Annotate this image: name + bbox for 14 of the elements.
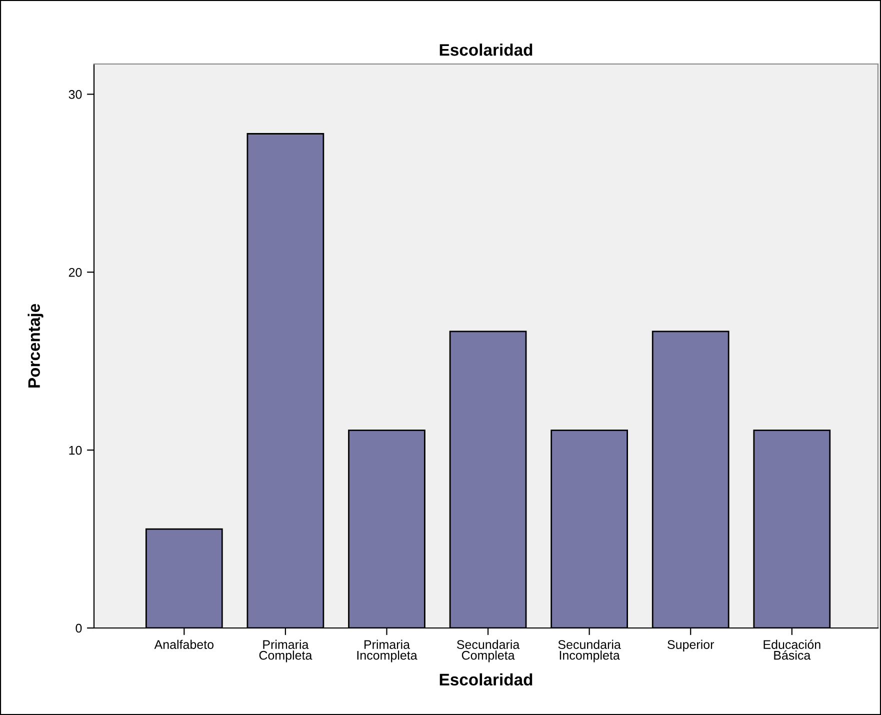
x-axis-title: Escolaridad	[440, 673, 532, 686]
y-tick-label: 20	[68, 268, 82, 277]
y-tick-label: 0	[76, 624, 82, 633]
x-tick-label: Secundaria Incompleta	[558, 640, 621, 662]
x-tick-label: Primaria Incompleta	[357, 640, 418, 662]
chart-title: Escolaridad	[440, 44, 532, 56]
x-tick-label: Analfabeto	[154, 640, 214, 649]
x-tick-label: Educación Básica	[764, 640, 820, 660]
x-tick-label: Primaria Completa	[259, 640, 312, 662]
x-tick-label: Secundaria Completa	[456, 640, 520, 662]
x-tick-label: Superior	[668, 640, 714, 652]
y-axis-title: Porcentaje	[28, 304, 44, 388]
y-tick-label: 10	[69, 446, 82, 455]
y-tick-label: 30	[68, 90, 82, 99]
